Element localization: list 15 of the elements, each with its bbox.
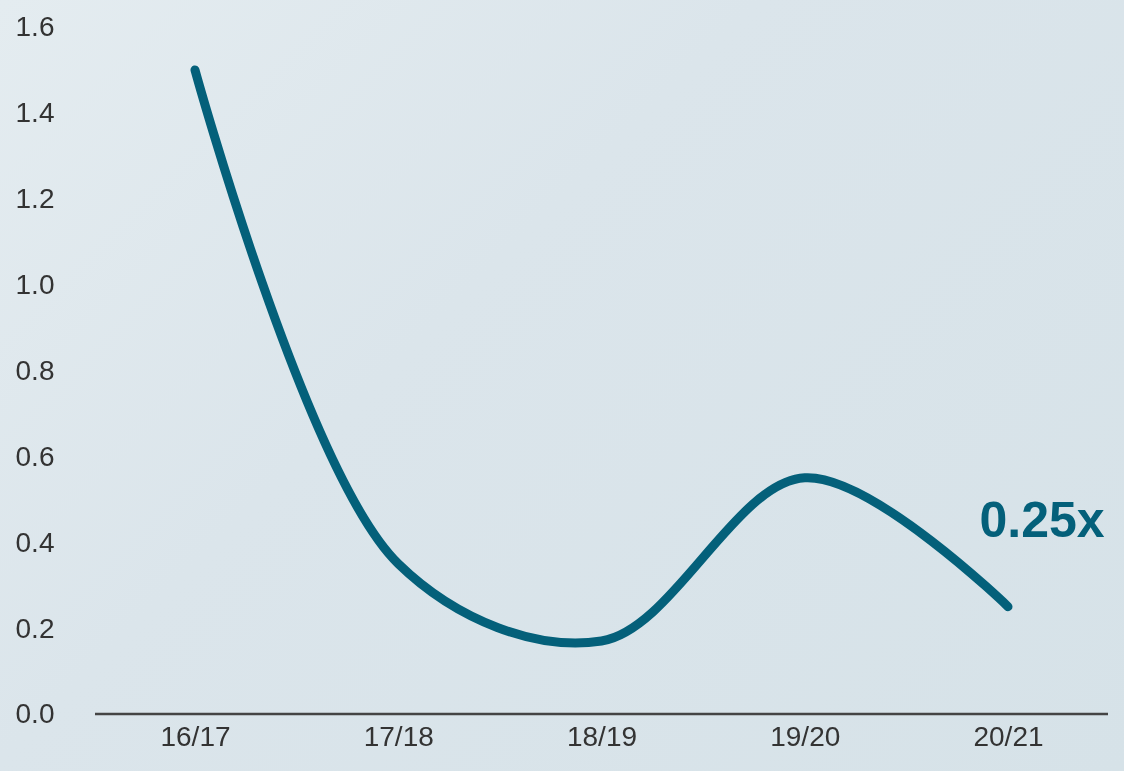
y-tick-label: 1.6 — [15, 11, 55, 43]
x-tick-label: 20/21 — [973, 720, 1044, 752]
y-tick-label: 0.0 — [15, 698, 55, 730]
y-tick-label: 0.2 — [15, 612, 55, 644]
x-tick-label: 16/17 — [160, 720, 231, 752]
y-tick-label: 1.2 — [15, 183, 55, 215]
y-tick-label: 0.8 — [15, 354, 55, 386]
y-tick-label: 0.6 — [15, 440, 55, 472]
annotation: 0.25x — [979, 491, 1105, 548]
x-tick-label: 17/18 — [363, 720, 434, 752]
y-tick-label: 1.4 — [15, 97, 55, 129]
y-tick-label: 0.4 — [15, 526, 55, 558]
x-tick-label: 19/20 — [770, 720, 841, 752]
y-tick-label: 1.0 — [15, 269, 55, 301]
x-tick-label: 18/19 — [566, 720, 638, 752]
